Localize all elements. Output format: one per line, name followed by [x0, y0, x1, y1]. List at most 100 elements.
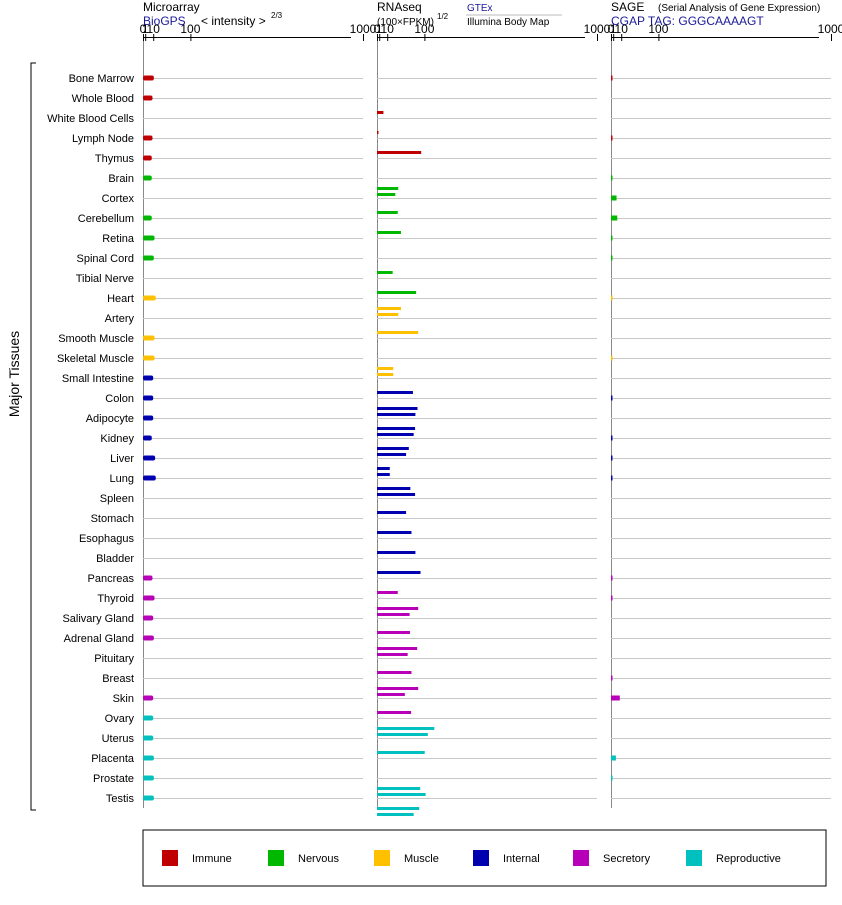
- tissue-label-prostate: Prostate: [93, 773, 134, 785]
- bar-microarray-skeletal-muscle: [143, 355, 155, 361]
- bar-rnaseq-cerebellum: [377, 231, 401, 234]
- tissue-label-tibial-nerve: Tibial Nerve: [76, 273, 134, 285]
- tissue-label-retina: Retina: [102, 233, 135, 245]
- tissue-label-artery: Artery: [105, 313, 135, 325]
- bar-rnaseq-prostate: [377, 793, 426, 796]
- bar-microarray-ovary: [143, 715, 154, 721]
- bar-rnaseq-heart: [377, 307, 401, 310]
- bar-microarray-uterus: [143, 735, 154, 741]
- legend-label-secretory: Secretory: [603, 853, 651, 865]
- bar-rnaseq-small-intestine: [377, 391, 413, 394]
- bar-microarray-liver: [143, 455, 156, 461]
- bar-rnaseq-breast: [377, 687, 419, 690]
- microarray-unit: < intensity >: [201, 14, 266, 28]
- rnaseq-unit-exponent: 1/2: [437, 12, 449, 21]
- bar-rnaseq-kidney: [377, 447, 409, 450]
- x-tick-label: 100: [414, 22, 434, 36]
- tissue-label-lung: Lung: [110, 473, 134, 485]
- tissue-label-adrenal-gland: Adrenal Gland: [64, 633, 134, 645]
- bar-rnaseq-uterus: [377, 751, 425, 754]
- legend-box: [142, 829, 827, 887]
- bar-rnaseq-cortex: [377, 211, 398, 214]
- x-tick-label: 100: [648, 22, 668, 36]
- tissue-label-spinal-cord: Spinal Cord: [77, 253, 134, 265]
- x-tick-label: 0: [608, 22, 615, 36]
- bar-rnaseq-whole-blood: [377, 111, 384, 114]
- bar-rnaseq-thyroid: [377, 607, 419, 610]
- tissue-label-skin: Skin: [113, 693, 134, 705]
- bar-rnaseq-white-blood-cells: [377, 131, 379, 134]
- tissue-label-thymus: Thymus: [95, 153, 135, 165]
- x-tick-label: 1: [610, 22, 617, 36]
- bar-sage-breast: [611, 675, 613, 681]
- bar-rnaseq-stomach: [377, 531, 412, 534]
- rnaseq-source-gtex-link[interactable]: GTEx: [467, 3, 493, 14]
- tissue-label-esophagus: Esophagus: [79, 533, 135, 545]
- bar-rnaseq-colon: [377, 407, 418, 410]
- x-tick-label: 1000: [584, 22, 611, 36]
- bar-rnaseq-brain: [377, 187, 399, 190]
- bar-microarray-adrenal-gland: [143, 635, 154, 641]
- rnaseq-unit: (100×FPKM): [377, 17, 434, 28]
- bar-sage-thyroid: [611, 595, 613, 601]
- bar-microarray-small-intestine: [143, 375, 154, 381]
- microarray-unit-exponent: 2/3: [271, 11, 283, 20]
- bar-microarray-spinal-cord: [143, 255, 154, 261]
- bar-sage-cerebellum: [611, 215, 618, 221]
- sage-title: SAGE: [611, 0, 644, 14]
- tissue-label-spleen: Spleen: [100, 493, 134, 505]
- bar-rnaseq-adrenal-gland: [377, 647, 418, 650]
- bar-rnaseq-liver: [377, 467, 390, 470]
- bar-microarray-heart: [143, 295, 156, 301]
- tissue-label-brain: Brain: [108, 173, 134, 185]
- bar-microarray-pancreas: [143, 575, 153, 581]
- legend-swatch-internal: [473, 850, 489, 866]
- microarray-title: Microarray: [143, 0, 200, 14]
- bar-rnaseq-lung: [377, 493, 416, 496]
- tissue-label-placenta: Placenta: [91, 753, 135, 765]
- bar-rnaseq-skeletal-muscle: [377, 367, 394, 370]
- bar-rnaseq-lung: [377, 487, 411, 490]
- tissue-label-salivary-gland: Salivary Gland: [62, 613, 134, 625]
- rnaseq-title: RNAseq: [377, 0, 422, 14]
- bar-microarray-smooth-muscle: [143, 335, 155, 341]
- bar-rnaseq-thyroid: [377, 613, 410, 616]
- tissue-label-skeletal-muscle: Skeletal Muscle: [57, 353, 134, 365]
- microarray-source-link[interactable]: BioGPS: [143, 14, 186, 28]
- legend-label-internal: Internal: [503, 853, 540, 865]
- tissue-label-cortex: Cortex: [102, 193, 135, 205]
- tissue-label-breast: Breast: [102, 673, 134, 685]
- legend-swatch-secretory: [573, 850, 589, 866]
- legend-swatch-muscle: [374, 850, 390, 866]
- tissue-label-colon: Colon: [105, 393, 134, 405]
- bar-sage-brain: [611, 175, 613, 181]
- x-tick-label: 1000: [350, 22, 377, 36]
- bar-sage-skin: [611, 695, 620, 701]
- sage-tag-link[interactable]: CGAP TAG: GGGCAAAAGT: [611, 14, 764, 28]
- bar-microarray-lung: [143, 475, 156, 481]
- tissue-label-adipocyte: Adipocyte: [86, 413, 134, 425]
- sage-subtitle: (Serial Analysis of Gene Expression): [658, 3, 820, 14]
- bar-microarray-whole-blood: [143, 95, 153, 101]
- bar-sage-lymph-node: [611, 135, 613, 141]
- x-tick-label: 1000: [818, 22, 842, 36]
- legend-swatch-immune: [162, 850, 178, 866]
- bar-rnaseq-ovary: [377, 733, 428, 736]
- bar-rnaseq-brain: [377, 193, 396, 196]
- x-tick-label: 10: [615, 22, 629, 36]
- bar-microarray-skin: [143, 695, 154, 701]
- tissue-label-heart: Heart: [107, 293, 134, 305]
- tissue-label-liver: Liver: [110, 453, 134, 465]
- major-tissues-label: Major Tissues: [6, 331, 22, 417]
- tissue-label-stomach: Stomach: [91, 513, 134, 525]
- tissue-label-small-intestine: Small Intestine: [62, 373, 134, 385]
- bar-rnaseq-artery: [377, 331, 419, 334]
- bar-rnaseq-pancreas: [377, 591, 398, 594]
- bar-rnaseq-testis: [377, 807, 420, 810]
- bar-sage-bone-marrow: [611, 75, 613, 81]
- bar-microarray-lymph-node: [143, 135, 153, 141]
